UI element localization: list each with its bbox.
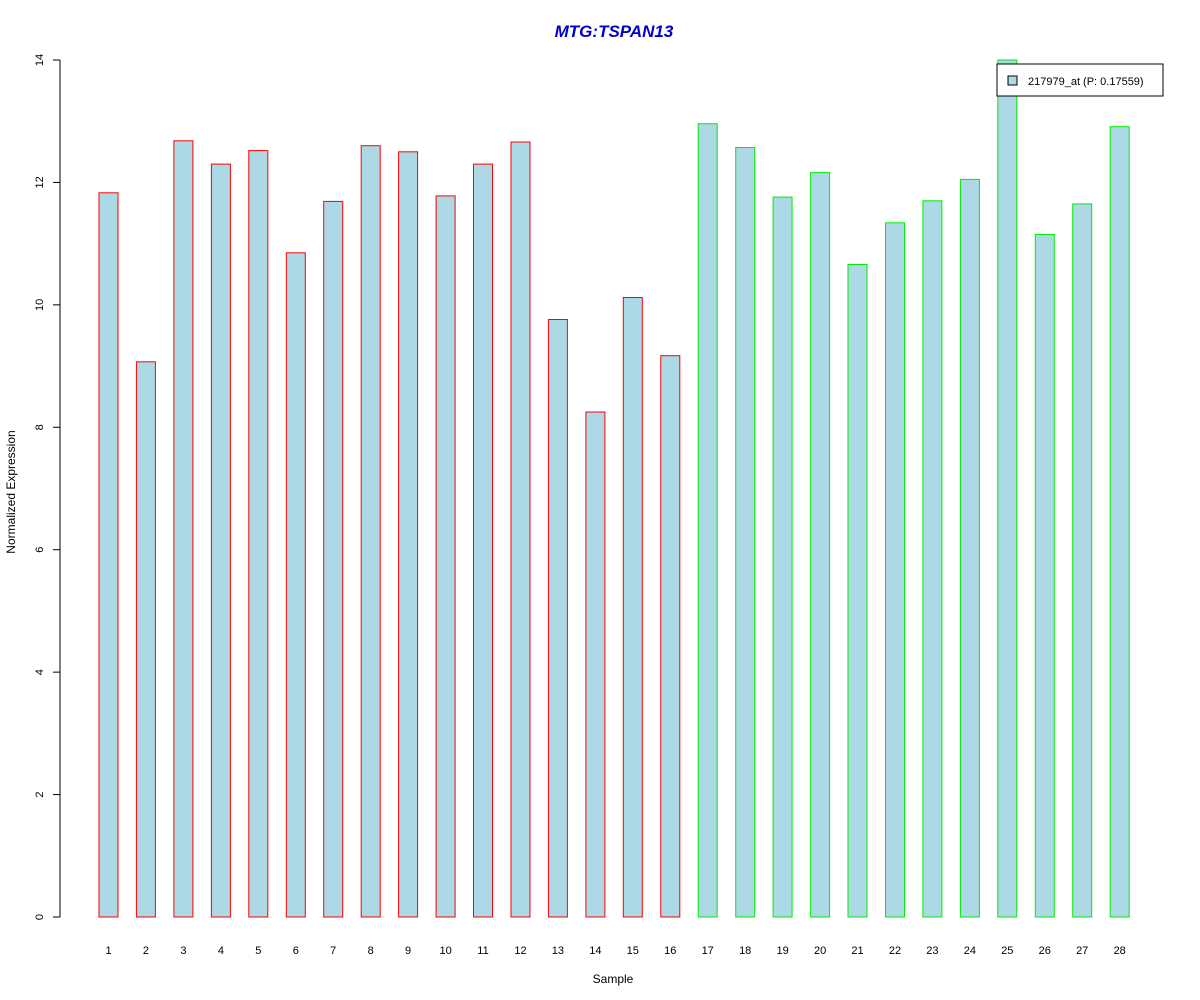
x-tick-label: 27 <box>1076 945 1088 957</box>
x-tick-label: 22 <box>889 945 901 957</box>
bar-sample-16 <box>660 355 681 918</box>
y-axis: 0 2 4 6 8 10 12 14 <box>34 54 61 920</box>
x-tick-label: 28 <box>1114 945 1126 957</box>
y-tick-label: 10 <box>34 299 46 311</box>
bar-sample-6 <box>285 252 306 918</box>
x-tick-label: 1 <box>105 945 111 957</box>
x-tick-label: 24 <box>964 945 976 957</box>
x-tick-label: 19 <box>776 945 788 957</box>
bar-sample-27 <box>1072 203 1093 918</box>
bar-sample-24 <box>959 178 980 918</box>
x-tick-label: 6 <box>293 945 299 957</box>
chart-title: MTG:TSPAN13 <box>555 22 674 41</box>
bar-sample-13 <box>547 319 568 918</box>
y-tick-label: 12 <box>34 176 46 188</box>
x-tick-label: 17 <box>702 945 714 957</box>
bar-sample-10 <box>435 195 456 918</box>
x-tick-label: 10 <box>439 945 451 957</box>
y-tick-label: 2 <box>34 792 46 798</box>
bar-sample-15 <box>622 297 643 918</box>
x-tick-label: 23 <box>926 945 938 957</box>
bar-sample-9 <box>398 151 419 918</box>
legend-label: 217979_at (P: 0.17559) <box>1028 76 1144 88</box>
x-tick-label: 3 <box>180 945 186 957</box>
x-tick-label: 15 <box>627 945 639 957</box>
bar-sample-12 <box>510 141 531 918</box>
bar-sample-5 <box>248 150 269 918</box>
x-axis-labels: 1 2 3 4 5 6 7 8 9 10 11 12 13 14 15 16 17 18 19 20 21 22 23 24 2… <box>105 945 1125 957</box>
x-tick-label: 25 <box>1001 945 1013 957</box>
x-tick-label: 21 <box>851 945 863 957</box>
bar-sample-4 <box>210 163 231 918</box>
x-tick-label: 16 <box>664 945 676 957</box>
x-tick-label: 5 <box>255 945 261 957</box>
x-tick-label: 8 <box>368 945 374 957</box>
bar-sample-14 <box>585 411 606 918</box>
bars <box>98 59 1130 918</box>
x-tick-label: 14 <box>589 945 601 957</box>
bar-sample-20 <box>810 172 831 918</box>
bar-sample-17 <box>697 123 718 918</box>
x-tick-label: 7 <box>330 945 336 957</box>
bar-sample-21 <box>847 264 868 918</box>
bar-sample-18 <box>735 147 756 918</box>
x-tick-label: 13 <box>552 945 564 957</box>
bar-sample-28 <box>1109 126 1130 918</box>
bar-sample-1 <box>98 192 119 918</box>
x-axis-title: Sample <box>593 972 634 986</box>
bar-sample-8 <box>360 145 381 918</box>
bar-sample-25 <box>997 59 1018 918</box>
legend-swatch <box>1007 75 1018 86</box>
bar-sample-11 <box>473 163 493 918</box>
x-tick-label: 20 <box>814 945 826 957</box>
bar-sample-23 <box>922 200 943 918</box>
y-tick-label: 8 <box>34 424 46 430</box>
bar-sample-7 <box>323 200 344 918</box>
bar-sample-19 <box>772 196 793 918</box>
y-tick-label: 0 <box>34 914 46 920</box>
bar-sample-26 <box>1034 234 1055 918</box>
y-tick-label: 14 <box>34 54 46 66</box>
bar-sample-22 <box>885 222 905 918</box>
y-tick-label: 6 <box>34 547 46 553</box>
legend: 217979_at (P: 0.17559) <box>996 63 1164 97</box>
bar-sample-2 <box>135 361 156 918</box>
x-tick-label: 9 <box>405 945 411 957</box>
x-tick-label: 18 <box>739 945 751 957</box>
y-axis-title: Normalized Expression <box>4 430 18 553</box>
x-tick-label: 12 <box>514 945 526 957</box>
y-tick-label: 4 <box>34 669 46 675</box>
x-tick-label: 26 <box>1039 945 1051 957</box>
legend-box <box>996 63 1164 97</box>
x-tick-label: 2 <box>143 945 149 957</box>
bar-sample-3 <box>173 140 194 918</box>
x-tick-label: 4 <box>218 945 224 957</box>
x-tick-label: 11 <box>477 945 488 957</box>
